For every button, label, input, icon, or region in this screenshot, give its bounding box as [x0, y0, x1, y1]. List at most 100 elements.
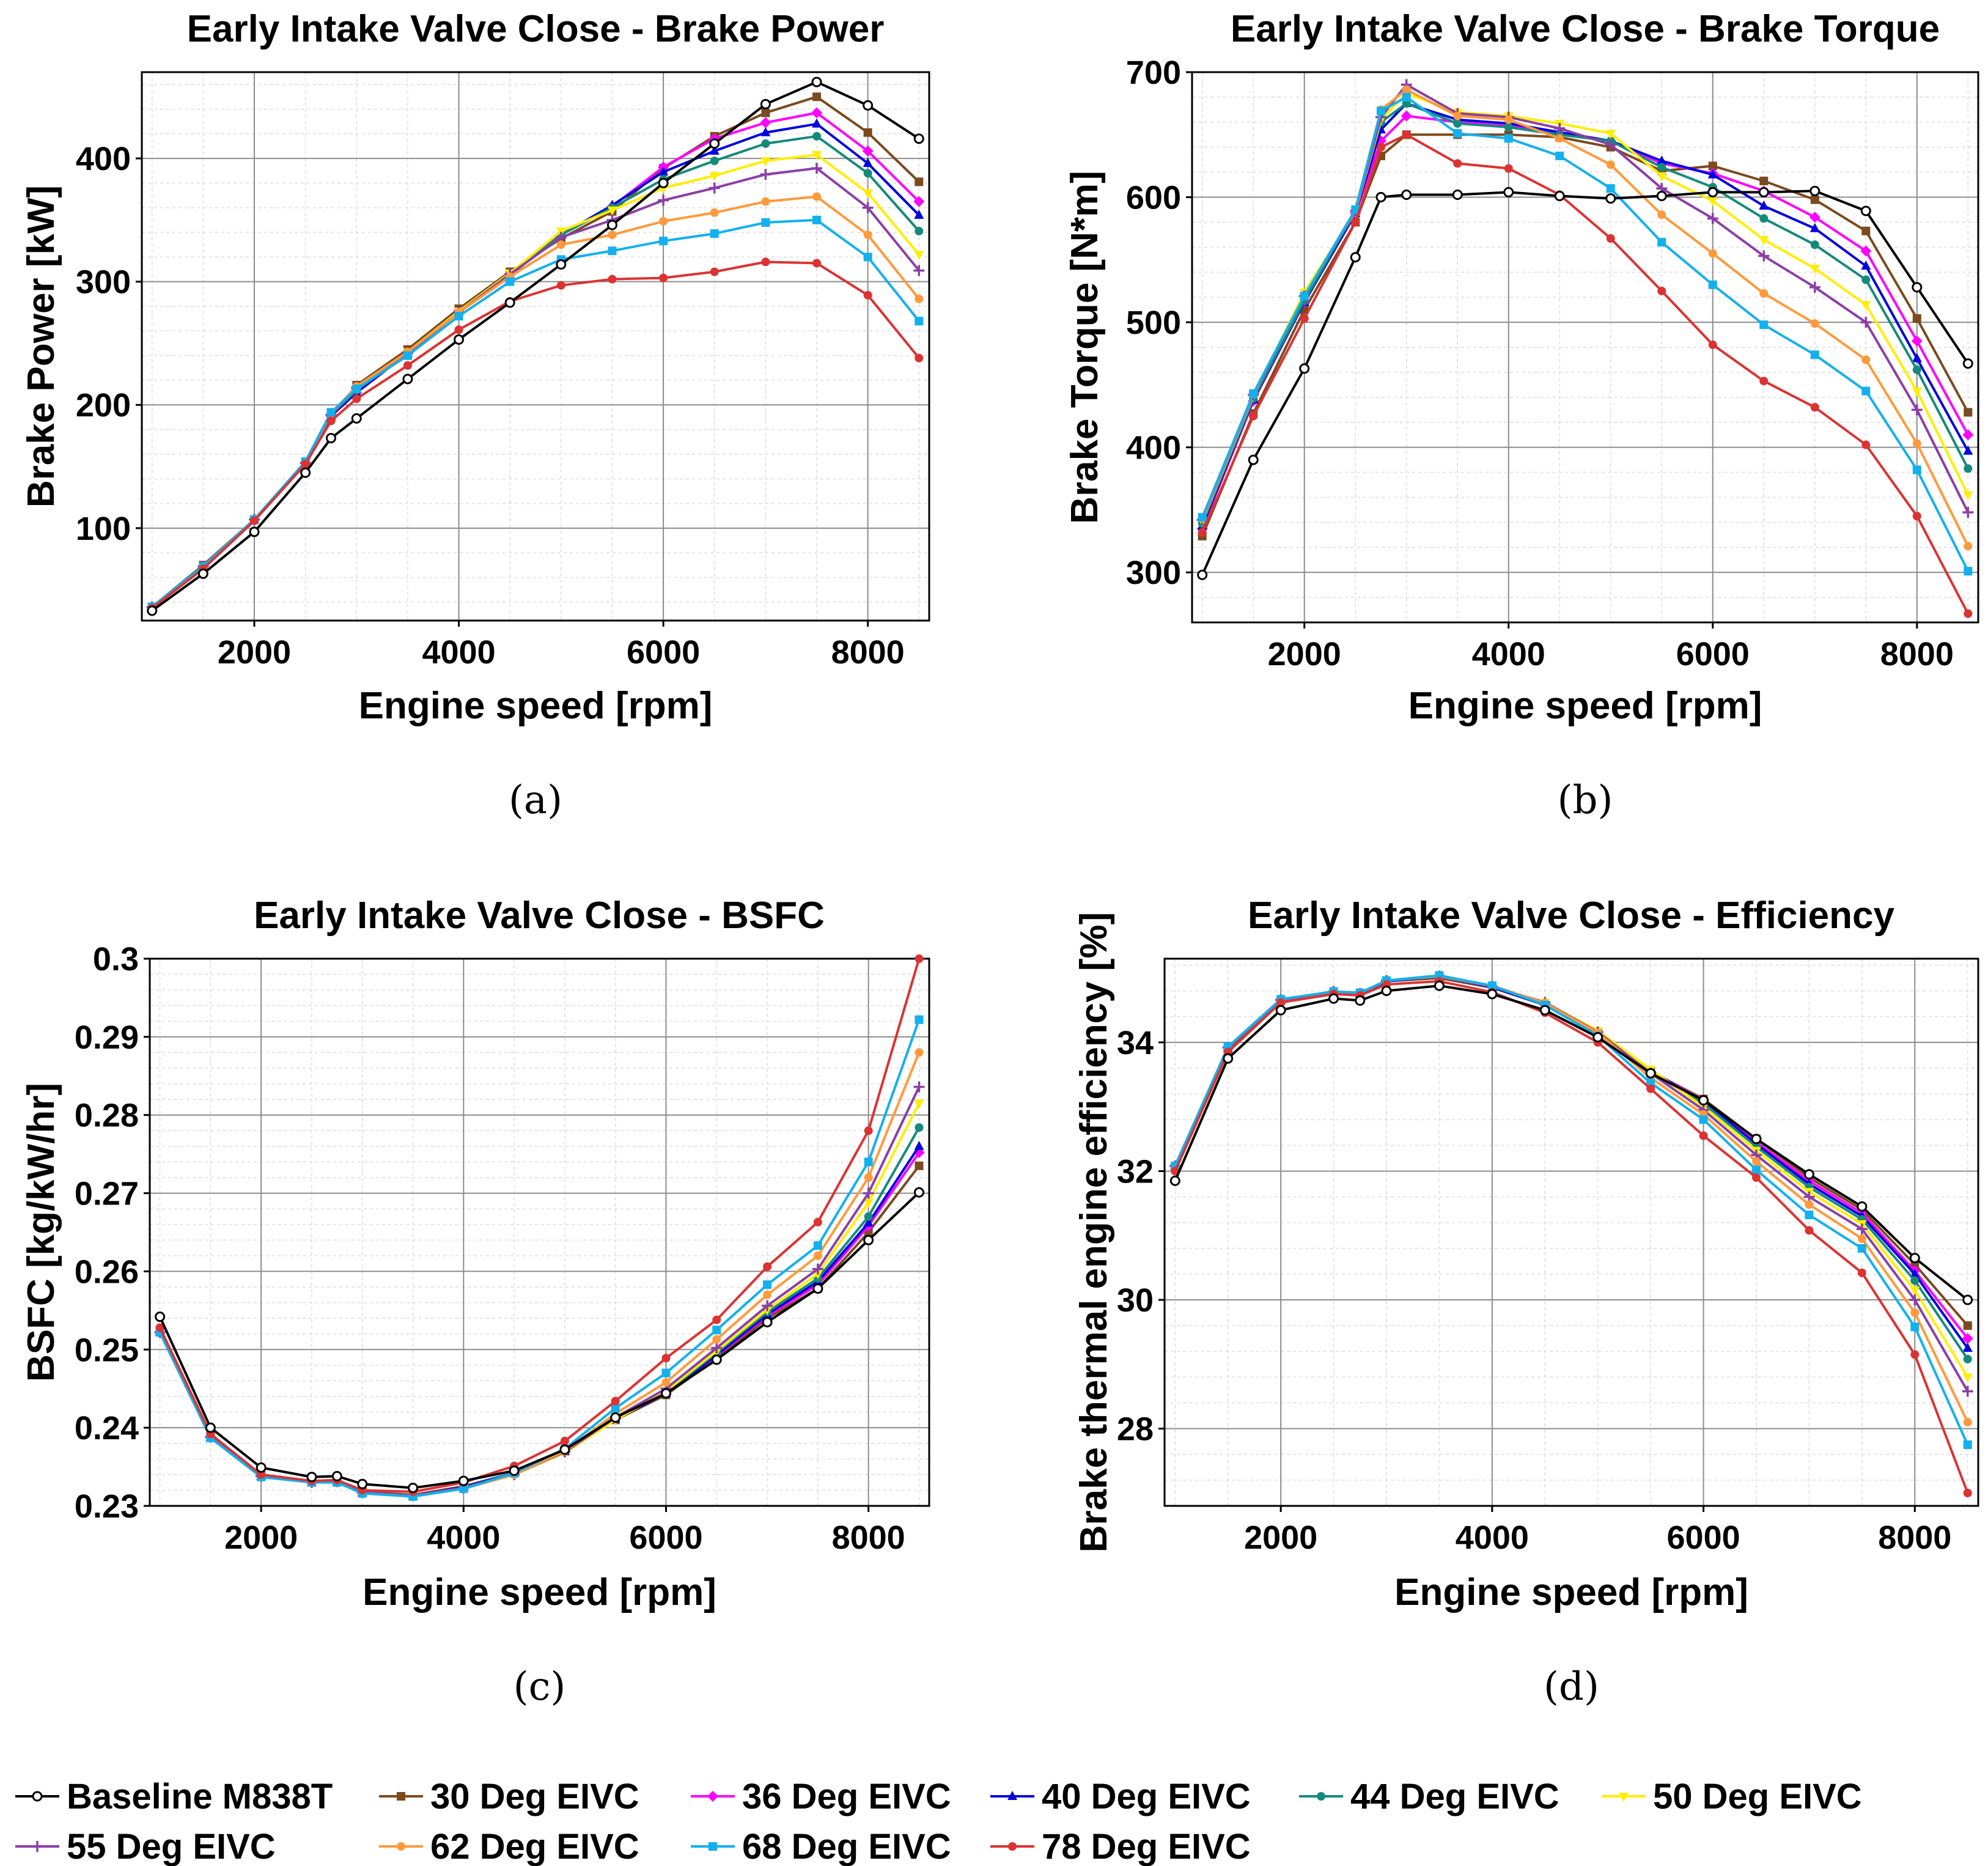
legend: Baseline M838T 30 Deg EIVC 36 Deg EIVC 40 D… — [15, 1777, 1862, 1866]
data-point — [1910, 1322, 1920, 1332]
series-line — [1201, 83, 1970, 521]
data-point — [761, 139, 770, 148]
x-tick-label: 6000 — [1667, 1519, 1740, 1556]
y-tick-label: 0.25 — [75, 1332, 139, 1368]
chart-title: Early Intake Valve Close - BSFC — [254, 894, 825, 937]
x-axis-label: Engine speed [rpm] — [359, 685, 713, 727]
data-point — [1964, 408, 1973, 417]
data-point — [1857, 1234, 1866, 1244]
data-point — [659, 273, 668, 282]
data-point — [1758, 250, 1770, 262]
data-point — [1275, 1005, 1286, 1016]
data-point — [1646, 1084, 1655, 1093]
data-point — [1805, 1226, 1814, 1235]
data-point — [504, 297, 515, 308]
legend-marker — [709, 1842, 717, 1851]
data-point — [352, 394, 361, 404]
data-point — [915, 954, 924, 963]
y-axis-label: Brake Power [kW] — [20, 185, 62, 507]
data-point — [408, 1483, 419, 1494]
data-point — [710, 157, 719, 166]
y-tick-label: 0.26 — [75, 1253, 139, 1290]
series-30-deg-eivc — [155, 1161, 924, 1500]
x-tick-label: 4000 — [427, 1519, 500, 1556]
data-point — [1910, 1286, 1920, 1296]
data-point — [1912, 314, 1921, 323]
data-point — [914, 251, 924, 260]
data-point — [710, 267, 719, 276]
series-50-deg-eivc — [1170, 972, 1973, 1383]
y-tick-label: 28 — [1117, 1411, 1154, 1448]
data-point — [812, 131, 821, 141]
data-point — [1963, 1488, 1972, 1497]
data-point — [812, 151, 822, 161]
x-axis-label: Engine speed [rpm] — [1408, 685, 1762, 727]
data-point — [862, 146, 874, 157]
data-point — [454, 334, 465, 345]
data-point — [1911, 404, 1923, 416]
data-point — [862, 202, 874, 213]
data-point — [1197, 569, 1208, 580]
data-point — [915, 1123, 924, 1132]
data-point — [1707, 169, 1718, 179]
data-point — [811, 163, 822, 174]
data-point — [1912, 365, 1921, 374]
data-point — [812, 118, 822, 128]
series-55-deg-eivc — [146, 163, 925, 613]
y-tick-label: 0.29 — [75, 1019, 139, 1056]
data-point — [1962, 429, 1974, 441]
x-tick-label: 4000 — [1472, 636, 1545, 673]
data-point — [1964, 542, 1973, 551]
data-point — [761, 197, 770, 206]
data-point — [863, 253, 872, 262]
x-tick-label: 8000 — [1880, 636, 1954, 673]
data-point — [1605, 193, 1616, 204]
data-point — [1539, 1005, 1550, 1016]
legend-marker — [707, 1791, 718, 1802]
x-tick-label: 2000 — [1268, 636, 1341, 673]
data-point — [1963, 491, 1973, 501]
data-point — [1860, 317, 1872, 328]
data-point — [864, 1157, 873, 1167]
data-point — [1912, 387, 1922, 397]
data-point — [1376, 106, 1385, 116]
data-point — [660, 1388, 671, 1399]
data-point — [1912, 439, 1921, 448]
data-point — [1606, 184, 1615, 193]
series-44-deg-eivc — [1198, 99, 1973, 528]
data-point — [1401, 110, 1412, 122]
data-point — [1963, 1321, 1972, 1330]
chart-panel-c: 2000 4000 6000 8000 0.23 0.24 0.25 0.26 0.27 0.28… — [20, 894, 930, 1709]
data-point — [608, 230, 617, 240]
x-tick-label: 8000 — [1878, 1519, 1951, 1556]
chart-panel-d: 2000 4000 6000 8000 28 30 32 34 Early Intake Val… — [1073, 894, 1979, 1709]
data-point — [760, 157, 771, 167]
legend-label: 62 Deg EIVC — [430, 1827, 639, 1866]
y-axis-label: Brake thermal engine efficiency [%] — [1073, 912, 1115, 1552]
series-line — [158, 1019, 921, 1498]
data-point — [1857, 1268, 1866, 1277]
series-36-deg-eivc — [154, 1147, 925, 1502]
data-point — [1223, 1053, 1234, 1064]
data-point — [1555, 134, 1564, 143]
data-point — [658, 177, 669, 188]
plot-frame — [149, 957, 930, 1507]
data-point — [761, 108, 770, 117]
data-point — [197, 568, 208, 579]
data-point — [913, 265, 925, 276]
series-44-deg-eivc — [147, 131, 924, 611]
data-point — [1860, 205, 1871, 216]
data-point — [1708, 280, 1717, 289]
series-line — [151, 195, 920, 608]
series-50-deg-eivc — [155, 1099, 924, 1502]
data-point — [1810, 240, 1819, 249]
data-point — [661, 1377, 671, 1387]
data-point — [1248, 454, 1259, 465]
series-baseline-m838t — [1197, 185, 1973, 580]
series-line — [1201, 95, 1970, 572]
data-point — [864, 1212, 873, 1221]
legend-label: Baseline M838T — [67, 1777, 333, 1816]
data-point — [1910, 1276, 1920, 1285]
data-point — [863, 128, 872, 137]
series-78-deg-eivc — [1171, 976, 1972, 1497]
